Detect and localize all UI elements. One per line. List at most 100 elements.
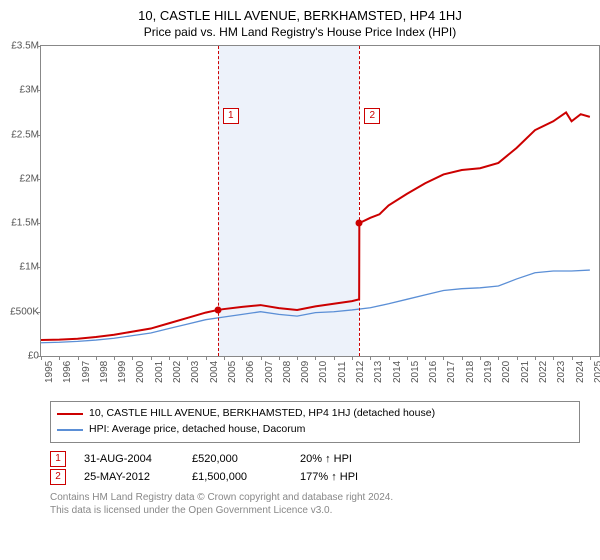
x-tick-label: 2001 [154,361,165,383]
sale-point-icon [214,306,221,313]
x-tick-mark [590,356,591,360]
x-tick-label: 2002 [172,361,183,383]
y-tick-label: £500K [7,306,39,317]
sales-table: 1 31-AUG-2004 £520,000 20% ↑ HPI 2 25-MA… [50,451,580,485]
y-tick-mark [37,312,41,313]
sale-date: 31-AUG-2004 [84,453,174,465]
x-tick-mark [169,356,170,360]
y-tick-mark [37,223,41,224]
y-tick-label: £3.5M [7,41,39,52]
x-tick-mark [114,356,115,360]
x-tick-mark [279,356,280,360]
x-tick-mark [480,356,481,360]
x-tick-mark [572,356,573,360]
plot-area: £0£500K£1M£1.5M£2M£2.5M£3M£3.5M199519961… [40,45,600,357]
x-tick-label: 2003 [190,361,201,383]
x-tick-label: 2008 [282,361,293,383]
legend-label: HPI: Average price, detached house, Daco… [89,422,305,438]
y-tick-mark [37,267,41,268]
x-tick-mark [151,356,152,360]
chart-subtitle: Price paid vs. HM Land Registry's House … [10,25,590,39]
sale-pct: 177% ↑ HPI [300,471,390,483]
x-tick-label: 2015 [410,361,421,383]
x-tick-mark [370,356,371,360]
x-tick-label: 1996 [62,361,73,383]
x-tick-mark [315,356,316,360]
x-tick-mark [517,356,518,360]
x-tick-label: 2012 [355,361,366,383]
chart-container: 10, CASTLE HILL AVENUE, BERKHAMSTED, HP4… [0,0,600,560]
legend-label: 10, CASTLE HILL AVENUE, BERKHAMSTED, HP4… [89,406,435,422]
sale-pct: 20% ↑ HPI [300,453,390,465]
y-tick-mark [37,46,41,47]
legend-swatch-icon [57,413,83,415]
x-tick-label: 2004 [209,361,220,383]
legend-swatch-icon [57,429,83,431]
x-tick-mark [41,356,42,360]
sale-annotation-box: 2 [364,108,380,124]
x-tick-label: 2016 [428,361,439,383]
x-tick-label: 2000 [135,361,146,383]
sale-price: £1,500,000 [192,471,282,483]
below-chart: 10, CASTLE HILL AVENUE, BERKHAMSTED, HP4… [50,401,580,517]
x-tick-mark [59,356,60,360]
sale-vline [359,46,360,356]
y-tick-label: £0 [7,351,39,362]
y-tick-label: £2.5M [7,129,39,140]
x-tick-mark [443,356,444,360]
x-tick-label: 1998 [99,361,110,383]
x-tick-mark [462,356,463,360]
sale-annotation-box: 1 [223,108,239,124]
footer-line: This data is licensed under the Open Gov… [50,504,580,517]
y-tick-mark [37,179,41,180]
x-tick-mark [425,356,426,360]
x-tick-label: 2019 [483,361,494,383]
x-tick-label: 2024 [575,361,586,383]
x-tick-mark [553,356,554,360]
x-tick-label: 2021 [520,361,531,383]
x-tick-label: 2020 [501,361,512,383]
x-tick-mark [535,356,536,360]
x-tick-mark [297,356,298,360]
series-price_paid [41,112,590,340]
chart-svg [41,46,599,356]
sale-date: 25-MAY-2012 [84,471,174,483]
x-tick-mark [96,356,97,360]
x-tick-mark [242,356,243,360]
x-tick-mark [78,356,79,360]
sale-marker-icon: 2 [50,469,66,485]
x-tick-mark [261,356,262,360]
x-tick-label: 2006 [245,361,256,383]
x-tick-mark [334,356,335,360]
x-tick-label: 2025 [593,361,600,383]
sale-point-icon [356,220,363,227]
sale-marker-icon: 1 [50,451,66,467]
x-tick-mark [389,356,390,360]
x-tick-mark [407,356,408,360]
x-tick-label: 1995 [44,361,55,383]
x-tick-mark [206,356,207,360]
x-tick-mark [224,356,225,360]
x-tick-label: 1999 [117,361,128,383]
legend-box: 10, CASTLE HILL AVENUE, BERKHAMSTED, HP4… [50,401,580,443]
x-tick-mark [352,356,353,360]
x-tick-label: 2022 [538,361,549,383]
sale-row: 2 25-MAY-2012 £1,500,000 177% ↑ HPI [50,469,580,485]
x-tick-mark [132,356,133,360]
y-tick-mark [37,90,41,91]
x-tick-label: 2005 [227,361,238,383]
footer-line: Contains HM Land Registry data © Crown c… [50,491,580,504]
x-tick-label: 2018 [465,361,476,383]
footer-attribution: Contains HM Land Registry data © Crown c… [50,491,580,517]
x-tick-label: 2007 [264,361,275,383]
x-tick-label: 2023 [556,361,567,383]
x-tick-label: 2017 [446,361,457,383]
x-tick-mark [187,356,188,360]
x-tick-label: 2014 [392,361,403,383]
y-tick-label: £1M [7,262,39,273]
x-tick-label: 2010 [318,361,329,383]
x-tick-label: 2011 [337,361,348,383]
y-tick-label: £1.5M [7,218,39,229]
y-tick-label: £2M [7,173,39,184]
chart-title: 10, CASTLE HILL AVENUE, BERKHAMSTED, HP4… [10,8,590,23]
